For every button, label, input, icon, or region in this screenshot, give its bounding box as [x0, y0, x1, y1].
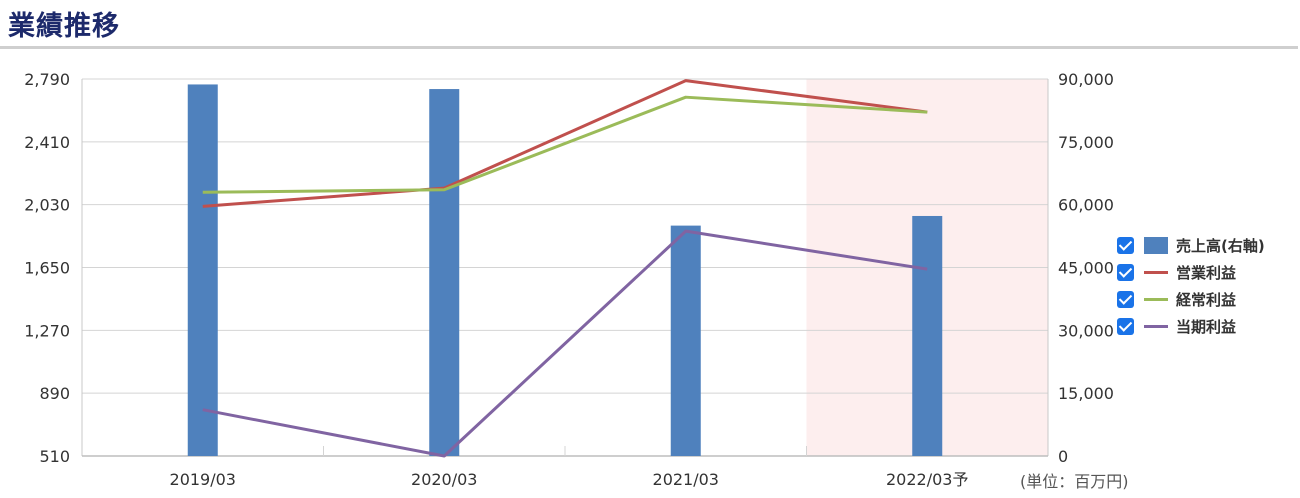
left-axis-tick-label: 1,650 [24, 259, 70, 278]
x-axis-tick-label: 2022/03予 [886, 470, 968, 489]
line-series-2 [202, 229, 928, 458]
legend-label-sales: 売上高(右軸) [1176, 237, 1265, 255]
section-title: 業績推移 [8, 11, 120, 42]
bar-sales [429, 89, 460, 456]
unit-note: (単位：百万円) [1020, 472, 1129, 491]
legend-swatch-ordinary-profit [1144, 298, 1168, 301]
bar-sales [187, 84, 218, 456]
right-axis-tick-label: 30,000 [1058, 321, 1114, 340]
left-axis-tick-label: 1,270 [24, 321, 70, 340]
legend-item-net-profit[interactable]: 当期利益 [1117, 313, 1265, 340]
section-header: 業績推移 [0, 0, 1298, 49]
x-axis-tick-label: 2019/03 [170, 470, 236, 489]
right-axis-tick-label: 60,000 [1058, 196, 1114, 215]
x-axis-tick-label: 2021/03 [653, 470, 719, 489]
left-axis-tick-label: 2,410 [24, 133, 70, 152]
chart-legend: 売上高(右軸) 営業利益 経常利益 当期利益 [1117, 232, 1265, 340]
x-axis-tick-label: 2020/03 [411, 470, 477, 489]
legend-item-operating-profit[interactable]: 営業利益 [1117, 259, 1265, 286]
legend-label-ordinary-profit: 経常利益 [1176, 291, 1237, 309]
right-axis-tick-label: 90,000 [1058, 70, 1114, 89]
bar-sales [912, 215, 943, 456]
bar-sales [670, 225, 701, 456]
legend-checkbox-net-profit[interactable] [1117, 318, 1134, 335]
legend-checkbox-ordinary-profit[interactable] [1117, 291, 1134, 308]
left-axis-tick-label: 2,030 [24, 196, 70, 215]
legend-item-ordinary-profit[interactable]: 経常利益 [1117, 286, 1265, 313]
left-axis-tick-label: 510 [39, 447, 70, 466]
legend-swatch-sales [1144, 237, 1168, 254]
legend-swatch-net-profit [1144, 325, 1168, 328]
right-axis-tick-label: 0 [1058, 447, 1068, 466]
right-axis-tick-label: 15,000 [1058, 384, 1114, 403]
right-axis-tick-label: 45,000 [1058, 259, 1114, 278]
line-series-0 [202, 79, 928, 208]
legend-label-net-profit: 当期利益 [1176, 318, 1237, 336]
legend-label-operating-profit: 営業利益 [1176, 264, 1237, 282]
right-axis-tick-label: 75,000 [1058, 133, 1114, 152]
legend-swatch-operating-profit [1144, 271, 1168, 274]
left-axis-tick-label: 890 [39, 384, 70, 403]
legend-item-sales[interactable]: 売上高(右軸) [1117, 232, 1265, 259]
line-series-1 [202, 95, 928, 194]
left-axis-tick-label: 2,790 [24, 70, 70, 89]
legend-checkbox-operating-profit[interactable] [1117, 264, 1134, 281]
legend-checkbox-sales[interactable] [1117, 237, 1134, 254]
